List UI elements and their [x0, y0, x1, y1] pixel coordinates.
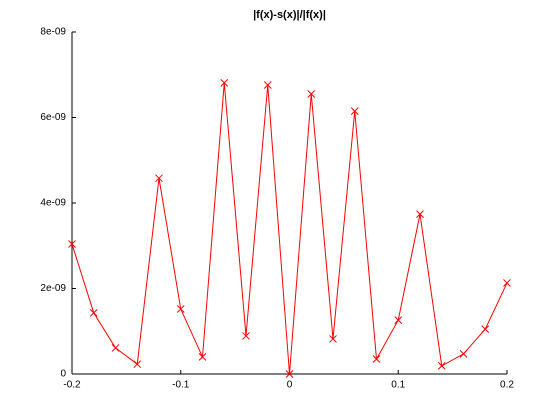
point-marker	[68, 240, 76, 248]
point-marker	[285, 370, 294, 378]
point-marker	[133, 360, 142, 369]
point-marker	[155, 174, 163, 183]
y-tick-label: 6e-09	[40, 112, 66, 123]
point-marker	[111, 344, 120, 352]
point-marker	[329, 335, 337, 343]
point-marker	[263, 81, 272, 89]
x-tick-label: -0.1	[172, 380, 190, 391]
x-tick-label: -0.2	[63, 380, 81, 391]
x-tick-label: 0.2	[500, 380, 514, 391]
y-tick-label: 8e-09	[40, 27, 66, 38]
point-marker	[198, 353, 207, 361]
y-tick-label: 4e-09	[40, 198, 66, 209]
point-marker	[394, 316, 403, 324]
point-marker	[242, 332, 250, 340]
point-marker	[503, 279, 511, 287]
point-marker	[416, 210, 424, 218]
point-marker	[459, 350, 468, 358]
chart-title: |f(x)-s(x)|/|f(x)|	[253, 9, 326, 21]
point-marker	[176, 305, 185, 313]
x-tick-label: 0.1	[391, 380, 405, 391]
point-marker	[372, 355, 381, 363]
point-marker	[89, 309, 98, 317]
point-marker	[220, 79, 229, 87]
point-marker	[350, 107, 359, 115]
point-marker	[307, 90, 316, 98]
y-tick-label: 0	[60, 369, 66, 380]
x-tick-label: 0	[287, 380, 293, 391]
y-tick-label: 2e-09	[40, 283, 66, 294]
point-marker	[481, 325, 490, 333]
point-marker	[437, 362, 446, 370]
